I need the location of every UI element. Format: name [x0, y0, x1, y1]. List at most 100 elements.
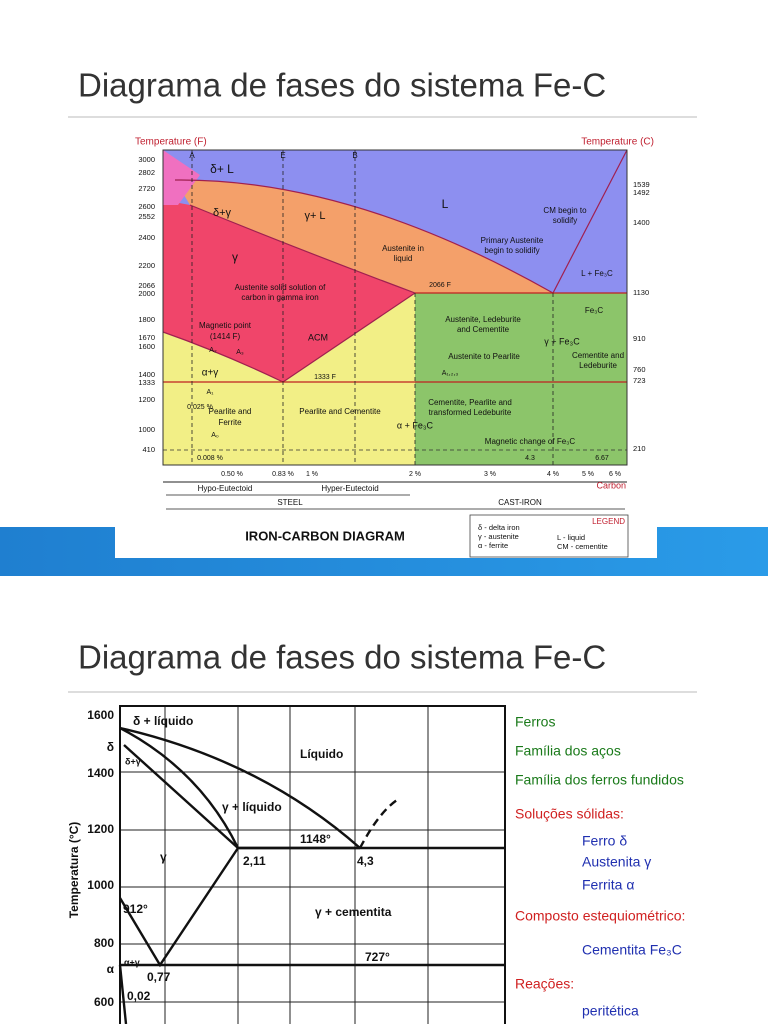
axis-label: Temperature (F) — [135, 137, 207, 148]
tick-label: 723 — [633, 376, 646, 385]
region-label: A₁,₂,₃ — [442, 370, 459, 377]
tick-label: 410 — [142, 445, 155, 454]
tick-label: 1400 — [138, 370, 155, 379]
region-label: L — [442, 197, 449, 211]
region-label: begin to solidify — [484, 246, 539, 255]
legend-box — [469, 514, 629, 558]
iron-carbon-diagram — [162, 149, 629, 558]
tick-label: δ — [107, 740, 114, 754]
region-label: Austenite solid solution of — [235, 283, 327, 292]
region-label: Fe₃C — [585, 306, 604, 315]
key-item: peritética — [582, 1003, 639, 1019]
tick-label: 2400 — [138, 233, 155, 242]
austenite-liquid-region — [175, 179, 553, 293]
solvus-line — [162, 204, 417, 383]
x-label: 2 % — [409, 471, 421, 478]
tick-label: 2000 — [138, 289, 155, 298]
x-label: 1 % — [306, 471, 318, 478]
region-label: ACM — [308, 332, 328, 342]
region-label: carbon in gamma iron — [241, 293, 318, 302]
austenite-region — [163, 200, 415, 382]
tick-label: 3000 — [138, 155, 155, 164]
plot-frame — [119, 705, 506, 1024]
tick-label: 1000 — [138, 425, 155, 434]
legend-item: γ - austenite — [478, 532, 519, 541]
key-item: Composto estequiométrico: — [515, 908, 685, 924]
region-label: Primary Austenite — [481, 236, 544, 245]
key-item: Reações: — [515, 976, 574, 992]
cementite-region — [415, 293, 627, 465]
region-label: Pearlite and — [209, 407, 252, 416]
tick-label: 210 — [633, 444, 646, 453]
key-item: Soluções sólidas: — [515, 806, 624, 822]
x-label: 6 % — [609, 471, 621, 478]
key-item: Ferros — [515, 714, 555, 730]
key-item: Cementita Fe₃C — [582, 942, 682, 958]
region-label: E — [280, 151, 285, 160]
delta-region — [163, 150, 200, 205]
legend-item: α - ferrite — [478, 541, 508, 550]
region-label: 727° — [365, 950, 390, 964]
tick-label: 600 — [94, 995, 114, 1009]
region-label: δ+γ — [213, 207, 232, 219]
region-label: 2066 F — [429, 282, 451, 289]
region-label: γ + Fe₃C — [544, 336, 580, 346]
region-label: 0.008 % — [197, 455, 223, 462]
region-label: A₀ — [211, 432, 219, 439]
region-label: 0,77 — [147, 970, 171, 984]
plot-frame — [162, 149, 628, 466]
region-label: 4.3 — [525, 455, 535, 462]
region-label: 4,3 — [357, 854, 374, 868]
tick-label: 1800 — [138, 315, 155, 324]
legend-item: L - liquid — [557, 533, 585, 542]
region-label: 0,02 — [127, 989, 151, 1003]
tick-label: 800 — [94, 936, 114, 950]
tick-label: 1400 — [87, 766, 114, 780]
region-label: α + Fe₃C — [397, 420, 434, 430]
region-label: α+γ — [202, 368, 219, 379]
region-label: γ+ L — [304, 210, 325, 222]
region-label: 2,11 — [243, 854, 266, 868]
region-label: transformed Ledeburite — [429, 408, 512, 417]
region-label: Cementite, Pearlite and — [428, 398, 512, 407]
region-label: L + Fe₃C — [581, 269, 613, 278]
region-label: 0.025 % — [187, 404, 213, 411]
tick-label: 2802 — [138, 168, 155, 177]
key-item: Família dos aços — [515, 743, 621, 759]
key-item: Ferrita α — [582, 877, 634, 893]
legend-item: CM - cementite — [557, 542, 608, 551]
region-label: γ — [232, 250, 238, 264]
tick-label: 1600 — [138, 342, 155, 351]
slide-title: Diagrama de fases do sistema Fe-C — [78, 67, 606, 104]
region-label: 6.67 — [595, 455, 609, 462]
region-label: 912° — [123, 902, 148, 916]
region-label: A₂ — [209, 347, 217, 354]
phase-lines — [118, 726, 505, 1024]
bracket-label: Hyper-Eutectoid — [321, 484, 378, 493]
tick-label: 1000 — [87, 878, 114, 892]
x-label: 0.83 % — [272, 471, 294, 478]
caption: IRON-CARBON DIAGRAM — [245, 528, 405, 543]
region-label: Austenite to Pearlite — [448, 352, 520, 361]
region-label: CM begin to — [543, 206, 587, 215]
region-label: and Cementite — [457, 325, 510, 334]
legend-title: LEGEND — [592, 517, 625, 526]
region-label: A₁ — [206, 389, 214, 396]
tick-label: 2720 — [138, 184, 155, 193]
tick-label: 1200 — [138, 395, 155, 404]
x-label: 4 % — [547, 471, 559, 478]
region-label: Pearlite and Cementite — [299, 407, 381, 416]
tick-label: 1492 — [633, 188, 650, 197]
region-label: B — [352, 151, 357, 160]
region-label: γ + líquido — [222, 800, 282, 814]
x-label: 3 % — [484, 471, 496, 478]
region-label: Austenite, Ledeburite — [445, 315, 521, 324]
region-label: Austenite in — [382, 244, 424, 253]
region-label: δ+γ — [125, 756, 141, 766]
legend-item: δ - delta iron — [478, 523, 520, 532]
key-item: Família dos ferros fundidos — [515, 772, 684, 788]
region-label: 1333 F — [314, 374, 336, 381]
region-label: γ + cementita — [315, 905, 392, 919]
